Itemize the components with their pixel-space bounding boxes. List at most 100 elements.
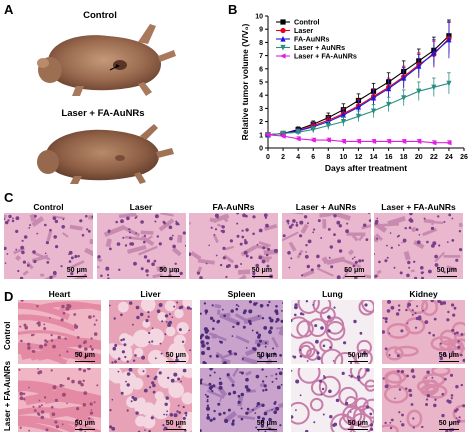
histology-tumor-laser-fa-aunrs: 50 μm: [374, 213, 463, 279]
y-tick-label: 3: [259, 106, 263, 113]
legend-label-fa-aunrs: FA-AuNRs: [294, 35, 330, 44]
panel-c-header-laser-aunrs: Laser + AuNRs: [295, 202, 357, 212]
panel-letter-a: A: [4, 2, 14, 17]
x-tick-label: 16: [385, 154, 393, 161]
y-tick-label: 5: [259, 80, 263, 87]
scale-bar: [348, 428, 368, 430]
panel-c-header-laser: Laser: [129, 202, 153, 212]
legend-marker-fa-aunrs: [280, 35, 286, 42]
histology-lung-laser-fa-aunrs: 50 μm: [291, 368, 374, 432]
mouse-photo-treated: [37, 124, 174, 184]
data-point-laser-fa-aunrs: [310, 137, 316, 143]
histology-liver-laser-fa-aunrs: 50 μm: [109, 368, 192, 432]
panel-d-header-spleen: Spleen: [227, 289, 256, 299]
histology-tumor-fa-aunrs: 50 μm: [189, 213, 278, 279]
panel-letter-d: D: [4, 289, 14, 304]
row-label-laser-fa-aunrs: Laser + FA-AuNRs: [3, 360, 12, 431]
x-axis-title: Days after treatment: [325, 163, 407, 173]
histology-tumor-laser-aunrs: 50 μm: [281, 213, 371, 279]
data-point-laser-aunrs: [446, 80, 452, 87]
scale-bar-label: 50 μm: [66, 267, 87, 274]
scale-bar: [75, 360, 95, 362]
data-point-fa-aunrs: [370, 94, 377, 101]
y-tick-label: 2: [259, 119, 263, 126]
panel-c-header-fa-aunrs: FA-AuNRs: [212, 202, 255, 212]
histology-lung-control: 50 μm: [291, 300, 374, 364]
scale-bar-label: 50 μm: [347, 420, 368, 427]
data-point-laser-fa-aunrs: [430, 140, 437, 146]
data-point-laser-fa-aunrs: [415, 138, 422, 144]
data-point-laser-fa-aunrs: [295, 136, 301, 142]
data-point-laser-aunrs: [431, 84, 437, 91]
legend-label-laser-aunrs: Laser + AuNRs: [294, 43, 345, 52]
y-tick-label: 1: [259, 132, 263, 139]
scale-bar: [439, 428, 459, 430]
scale-bar-label: 50 μm: [165, 420, 186, 427]
legend-label-laser-fa-aunrs: Laser + FA-AuNRs: [294, 52, 357, 61]
histology-tumor-laser: 50 μm: [96, 213, 186, 279]
data-point-laser-fa-aunrs: [264, 132, 271, 138]
legend-label-control: Control: [294, 18, 320, 27]
x-tick-label: 0: [266, 154, 270, 161]
data-point-laser-aunrs: [386, 101, 392, 108]
data-point-laser-aunrs: [340, 119, 346, 125]
scale-bar-label: 50 μm: [256, 420, 277, 427]
data-point-fa-aunrs: [355, 103, 362, 110]
data-point-fa-aunrs: [431, 49, 437, 56]
data-point-laser-fa-aunrs: [385, 138, 392, 144]
x-tick-label: 24: [445, 154, 453, 161]
x-tick-label: 22: [430, 154, 438, 161]
scale-bar: [252, 275, 272, 277]
panel-c-header-control: Control: [33, 202, 64, 212]
data-point-laser-fa-aunrs: [279, 133, 286, 139]
data-point-fa-aunrs: [446, 36, 452, 43]
scale-bar: [159, 275, 180, 277]
data-point-fa-aunrs: [386, 85, 392, 92]
x-tick-label: 2: [281, 154, 285, 161]
scale-bar-label: 50 μm: [256, 352, 277, 359]
scale-bar-label: 50 μm: [251, 267, 272, 274]
data-point-laser-aunrs: [310, 126, 316, 133]
data-point-laser-fa-aunrs: [400, 138, 407, 144]
data-point-laser-aunrs: [370, 108, 377, 115]
y-tick-label: 7: [259, 53, 263, 60]
y-tick-label: 10: [255, 14, 263, 21]
x-tick-label: 14: [370, 154, 378, 161]
data-point-laser-fa-aunrs: [325, 137, 331, 143]
panel-d-header-kidney: Kidney: [409, 289, 438, 299]
data-point-laser-fa-aunrs: [370, 138, 377, 144]
row-label-control: Control: [3, 321, 12, 350]
scale-bar: [67, 275, 87, 277]
mouse-photo-control: [37, 24, 176, 96]
histology-kidney-laser-fa-aunrs: 50 μm: [382, 368, 465, 432]
y-tick-label: 8: [259, 40, 263, 47]
panel-letter-c: C: [4, 190, 14, 205]
scale-bar: [166, 360, 186, 362]
x-tick-label: 18: [400, 154, 408, 161]
y-tick-label: 4: [259, 93, 263, 100]
scale-bar: [344, 275, 365, 277]
legend-label-laser: Laser: [294, 26, 313, 35]
legend-marker-laser-fa-aunrs: [279, 53, 286, 59]
tumor-volume-chart: 0 2 4 6 8 10 12 14 16 18 20 22 24 26012345678910Days …: [240, 14, 468, 174]
y-tick-label: 0: [259, 146, 263, 153]
histology-spleen-control: 50 μm: [200, 300, 283, 364]
scale-bar: [75, 428, 95, 430]
histology-heart-control: 50 μm: [18, 300, 101, 364]
y-tick-label: 9: [259, 27, 263, 34]
x-tick-label: 10: [339, 154, 347, 161]
scale-bar-label: 50 μm: [436, 267, 457, 274]
x-tick-label: 20: [415, 154, 423, 161]
histology-liver-control: 50 μm: [109, 300, 192, 364]
scale-bar: [437, 275, 457, 277]
photo-label-control: Control: [83, 10, 117, 21]
scale-bar: [257, 428, 277, 430]
histology-heart-laser-fa-aunrs: 50 μm: [18, 368, 101, 432]
x-tick-label: 4: [296, 154, 300, 161]
data-point-fa-aunrs: [401, 74, 407, 81]
scale-bar-label: 50 μm: [347, 352, 368, 359]
scale-bar-label: 50 μm: [165, 352, 186, 359]
y-axis-title: Relative tumor volume (V/V₀): [240, 23, 250, 140]
data-point-laser-aunrs: [280, 130, 286, 137]
panel-d-header-lung: Lung: [322, 289, 343, 299]
